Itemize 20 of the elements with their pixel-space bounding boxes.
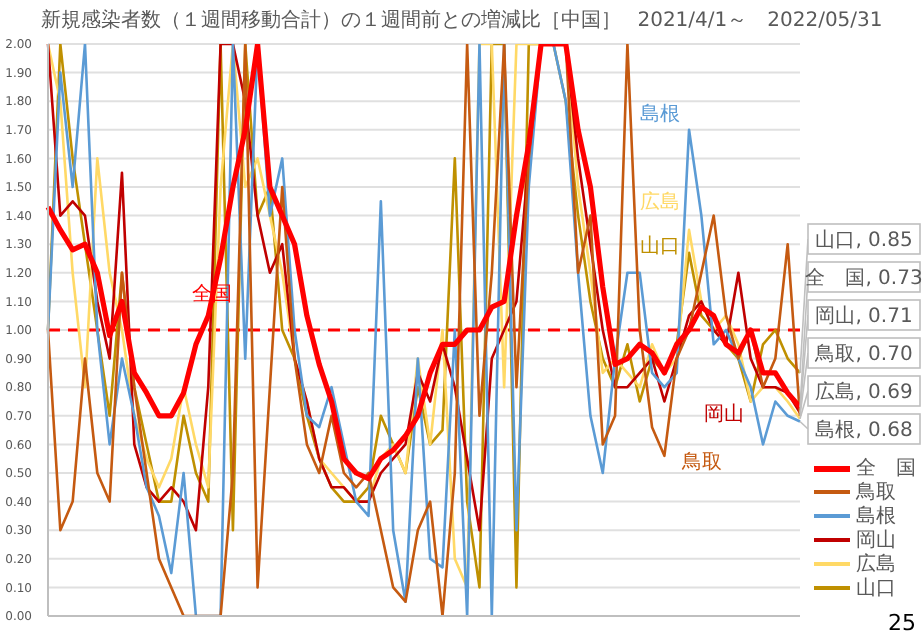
annotation: 山口: [640, 236, 680, 258]
legend-label: 全 国: [856, 456, 916, 482]
data-label: 全 国, 0.73: [805, 266, 923, 290]
annotation: 広島: [640, 192, 680, 214]
legend-label: 鳥取: [856, 480, 896, 505]
data-label: 鳥取, 0.70: [813, 342, 913, 366]
data-label: 山口, 0.85: [815, 228, 913, 252]
legend-label: 広島: [856, 551, 896, 577]
data-label: 広島, 0.69: [815, 380, 913, 404]
data-label: 岡山, 0.71: [815, 304, 913, 328]
annotation: 岡山: [704, 404, 744, 426]
text: 25: [888, 610, 916, 636]
data-label: 島根, 0.68: [815, 418, 913, 442]
legend-label: 岡山: [856, 527, 896, 553]
annotation: 島根: [640, 104, 680, 126]
chart-title: 新規感染者数（１週間移動合計）の１週間前との増減比［中国］: [41, 10, 622, 32]
legend-label: 山口: [856, 575, 896, 602]
legend-label: 島根: [856, 503, 896, 529]
annotation: 鳥取: [682, 452, 722, 474]
chart-subtitle: 2021/4/1～ 2022/05/31: [637, 10, 883, 32]
